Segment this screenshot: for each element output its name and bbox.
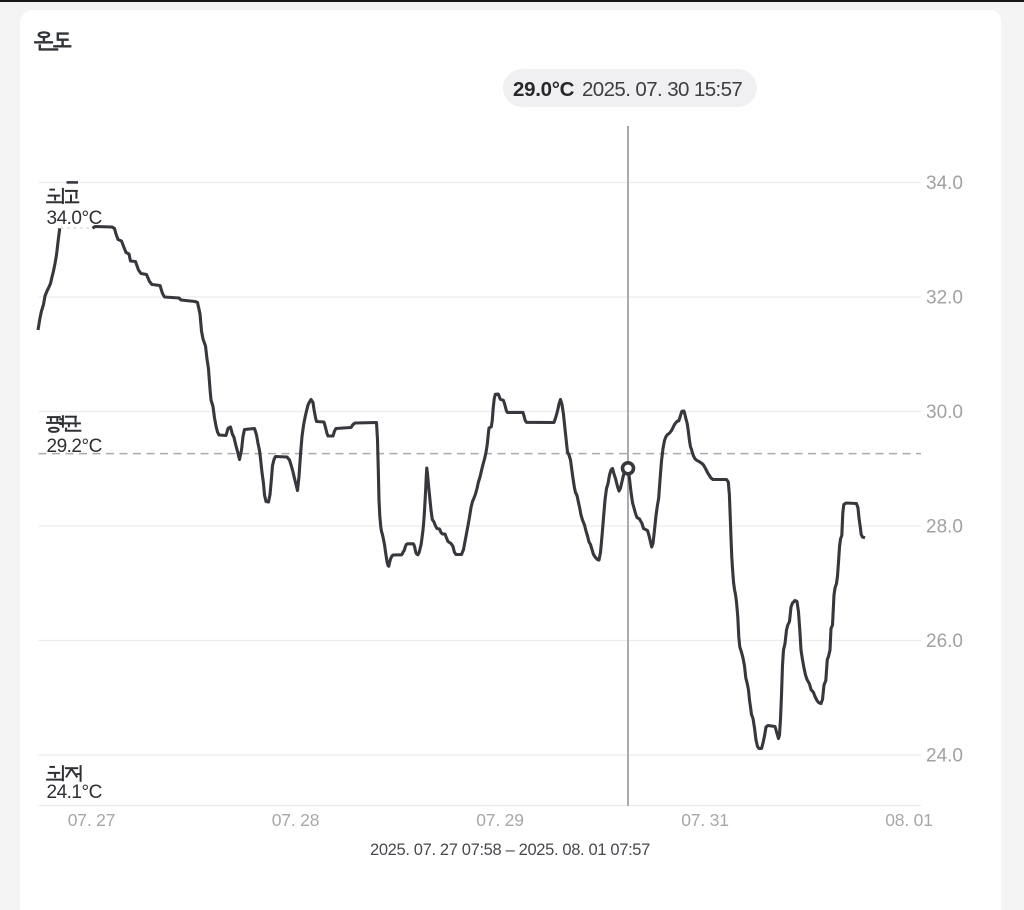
svg-text:07. 28: 07. 28	[272, 810, 319, 830]
svg-text:08. 01: 08. 01	[885, 810, 932, 830]
svg-text:07. 27: 07. 27	[68, 810, 115, 830]
svg-text:24.1°C: 24.1°C	[47, 782, 102, 803]
svg-text:29.0°C: 29.0°C	[513, 78, 575, 101]
svg-text:30.0: 30.0	[926, 402, 963, 423]
svg-text:34.0: 34.0	[926, 173, 963, 194]
svg-text:32.0: 32.0	[926, 288, 963, 309]
svg-text:07. 31: 07. 31	[681, 810, 728, 830]
svg-text:07. 29: 07. 29	[476, 810, 523, 830]
svg-text:2025. 07. 27 07:58 – 2025. 08.: 2025. 07. 27 07:58 – 2025. 08. 01 07:57	[370, 841, 650, 859]
svg-text:2025. 07. 30 15:57: 2025. 07. 30 15:57	[582, 78, 742, 101]
svg-text:24.0: 24.0	[926, 746, 963, 767]
svg-text:34.0°C: 34.0°C	[47, 208, 102, 229]
svg-text:26.0: 26.0	[926, 631, 963, 652]
svg-text:28.0: 28.0	[926, 517, 963, 538]
svg-text:29.2°C: 29.2°C	[47, 436, 102, 457]
